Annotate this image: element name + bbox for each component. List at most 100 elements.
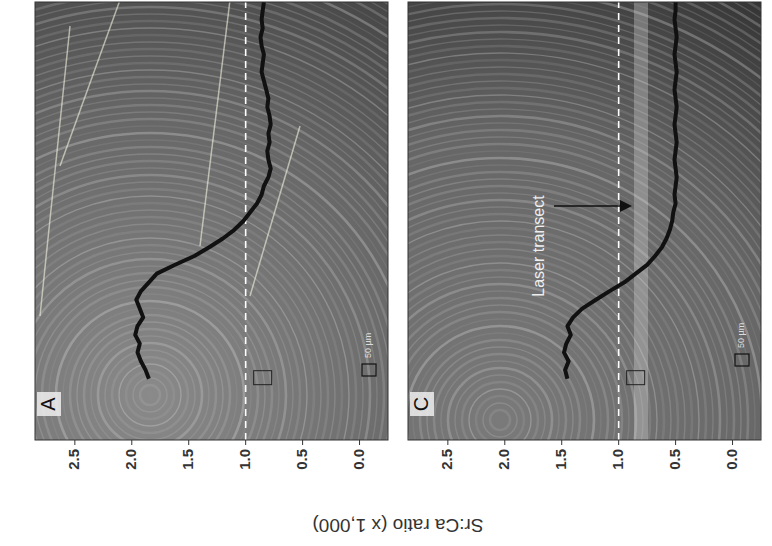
growth-ring (408, 305, 615, 440)
laser-band (634, 2, 648, 440)
growth-ring (35, 63, 388, 440)
growth-ring (441, 361, 559, 440)
growth-ring (483, 403, 517, 437)
growth-ring (469, 389, 531, 440)
growth-ring (408, 179, 741, 440)
growth-ring (35, 35, 388, 440)
growth-ring (35, 2, 388, 440)
growth-ring (408, 18, 761, 440)
growth-ring (35, 231, 314, 440)
growth-ring (448, 368, 552, 440)
scale-bar (362, 364, 376, 376)
growth-ring (408, 130, 761, 440)
growth-ring (35, 2, 388, 440)
letter-patch (410, 392, 434, 416)
growth-ring (112, 357, 188, 433)
growth-ring (35, 203, 342, 440)
growth-ring (35, 2, 388, 440)
tick-label: 1.5 (179, 449, 196, 470)
tick-label: 0.0 (723, 449, 740, 470)
growth-ring (408, 284, 636, 440)
tick-label: 2.5 (65, 449, 82, 470)
growth-ring (35, 182, 363, 440)
annotation: Laser transect (530, 195, 547, 297)
growth-ring (35, 2, 388, 440)
growth-ring (35, 217, 328, 440)
y-axis-title: Sr:Ca ratio (x 1,000) (312, 515, 483, 536)
growth-ring (408, 312, 608, 440)
srca-trace (135, 2, 271, 379)
laser-spot (627, 371, 645, 385)
growth-ring (455, 375, 545, 440)
growth-ring (35, 2, 388, 440)
otolith-photo (408, 2, 761, 440)
growth-ring (408, 172, 748, 440)
tick-mark (504, 440, 505, 445)
tick-label: 0.5 (666, 449, 683, 470)
growth-ring (408, 2, 761, 440)
growth-ring (408, 2, 761, 440)
growth-ring (35, 189, 356, 440)
growth-ring (434, 354, 566, 440)
growth-ring (35, 77, 388, 440)
growth-ring (77, 322, 223, 440)
growth-ring (133, 378, 167, 412)
growth-ring (35, 91, 388, 440)
growth-ring (490, 410, 510, 430)
growth-ring (408, 74, 761, 440)
growth-ring (35, 14, 388, 440)
growth-ring (408, 151, 761, 440)
tick-mark (74, 440, 75, 445)
tick-label: 2.5 (438, 449, 455, 470)
growth-ring (35, 2, 388, 440)
growth-ring (408, 2, 761, 440)
growth-ring (408, 88, 761, 440)
growth-ring (35, 2, 388, 440)
growth-ring (420, 340, 580, 440)
growth-ring (35, 7, 388, 440)
growth-ring (49, 294, 251, 440)
growth-ring (105, 350, 195, 440)
tick-label: 1.0 (609, 449, 626, 470)
growth-ring (408, 95, 761, 440)
growth-ring (408, 116, 761, 440)
crack (40, 26, 70, 316)
growth-ring (408, 109, 761, 440)
tick-mark (447, 440, 448, 445)
growth-ring (35, 2, 388, 440)
growth-ring (35, 21, 388, 440)
growth-ring (408, 158, 761, 440)
panel-frame (408, 2, 761, 440)
growth-ring (35, 2, 388, 440)
panel-letter: A (37, 397, 59, 411)
growth-ring (35, 112, 388, 440)
arrow-head (620, 200, 632, 212)
growth-ring (427, 347, 573, 440)
growth-ring (408, 2, 761, 440)
growth-ring (35, 140, 388, 440)
growth-ring (462, 382, 538, 440)
growth-ring (408, 319, 601, 440)
growth-ring (408, 277, 643, 440)
growth-ring (408, 207, 713, 440)
growth-ring (408, 67, 761, 440)
growth-ring (35, 224, 321, 440)
scale-bar (735, 354, 749, 366)
tick-label: 2.0 (122, 449, 139, 470)
scale-bar-label: 50 µm (363, 333, 373, 358)
growth-ring (35, 2, 388, 440)
growth-ring (98, 343, 202, 440)
growth-ring (408, 165, 755, 440)
crack (250, 126, 300, 296)
growth-ring (408, 46, 761, 440)
rotated-figure: 0.00.51.01.52.02.5A50 µm0.00.51.01.52.02… (0, 0, 772, 546)
tick-label: 0.0 (350, 449, 367, 470)
crack (60, 2, 120, 166)
growth-ring (408, 2, 761, 440)
growth-ring (35, 2, 388, 440)
tick-mark (188, 440, 189, 445)
growth-ring (408, 137, 761, 440)
growth-ring (84, 329, 216, 440)
growth-ring (408, 25, 761, 440)
growth-ring (35, 2, 388, 440)
